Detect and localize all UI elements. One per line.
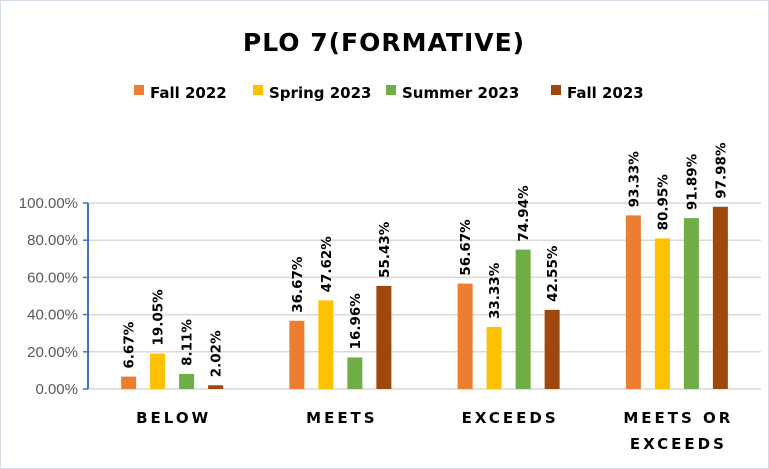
data-label: 6.67% [122,321,138,368]
chart-title: PLO 7(FORMATIVE) [243,28,525,57]
x-category-label: BELOW [136,409,211,427]
data-label: 80.95% [655,174,671,231]
x-axis-categories: BELOW MEETS EXCEEDS MEETS OR EXCEEDS [136,409,733,453]
data-label: 42.55% [545,245,561,302]
bar [625,215,641,389]
x-category-label: EXCEEDS [630,435,727,453]
legend-label: Fall 2022 [150,84,227,102]
data-label: 55.43% [377,221,393,278]
x-category-label: EXCEEDS [462,409,559,427]
gridlines [83,202,761,390]
bar [486,327,502,389]
bar [376,285,392,389]
bar [712,206,728,389]
bar [457,283,473,389]
legend-swatch [134,85,144,95]
bar [544,309,560,389]
legend-label: Spring 2023 [269,84,371,102]
legend-swatch [386,85,396,95]
bar [121,376,137,389]
y-axis-ticks: 0.00% 20.00% 40.00% 60.00% 80.00% 100.00% [19,195,78,398]
y-tick-label: 40.00% [27,307,78,324]
data-label: 93.33% [626,151,642,208]
bar [179,373,195,389]
legend-label: Summer 2023 [402,84,519,102]
legend-swatch [551,85,561,95]
y-tick-label: 0.00% [35,381,78,398]
y-tick-label: 20.00% [27,344,78,361]
y-tick-label: 100.00% [19,195,78,212]
data-label: 74.94% [516,185,532,242]
bar [208,385,224,389]
bar [683,218,699,389]
bar [654,238,670,389]
bar [515,249,531,389]
bar [318,300,334,389]
data-label: 47.62% [319,236,335,293]
x-category-label: MEETS OR [623,409,733,427]
data-label: 2.02% [209,330,225,377]
data-label: 8.11% [180,319,196,366]
y-tick-label: 80.00% [27,232,78,249]
bar [347,357,363,389]
data-label: 97.98% [713,142,729,199]
data-label: 19.05% [151,289,167,346]
data-label: 33.33% [487,262,503,319]
x-category-label: MEETS [306,409,377,427]
legend-swatch [253,85,263,95]
bar [289,320,305,389]
data-label: 56.67% [458,219,474,276]
bars: 6.67% 19.05% 8.11% 2.02% 36.67% 47.62% 16.96% 5… [121,142,729,389]
legend-label: Fall 2023 [567,84,644,102]
data-label: 16.96% [348,293,364,350]
data-label: 91.89% [684,153,700,210]
y-tick-label: 60.00% [27,269,78,286]
bar [150,353,166,389]
data-label: 36.67% [290,256,306,313]
legend: Fall 2022 Spring 2023 Summer 2023 Fall 2023 [134,84,644,102]
